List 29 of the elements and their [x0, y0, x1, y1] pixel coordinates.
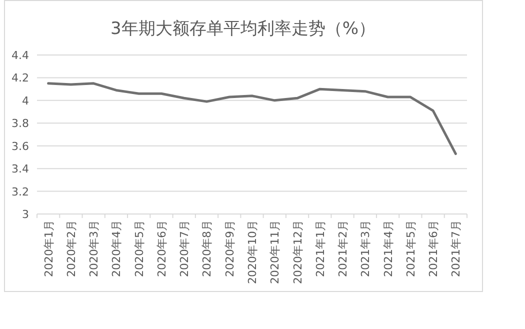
x-tick-label: 2020年1月	[42, 220, 56, 277]
x-tick-label: 2021年2月	[336, 220, 350, 277]
x-tick-label: 2021年7月	[450, 220, 463, 277]
x-tick-label: 2020年2月	[64, 220, 78, 277]
x-tick-label: 2021年1月	[314, 220, 327, 277]
y-tick-label: 3.8	[12, 117, 29, 130]
x-tick-label: 2021年6月	[427, 220, 440, 277]
x-tick-label: 2021年4月	[382, 220, 395, 277]
x-tick-label: 2020年8月	[200, 220, 214, 277]
y-tick-label: 4.4	[12, 49, 29, 62]
x-tick-label: 2020年5月	[132, 220, 146, 277]
x-tick-label: 2020年11月	[268, 220, 282, 284]
x-tick-label: 2020年9月	[223, 220, 236, 277]
x-tick-label: 2020年6月	[155, 220, 168, 277]
y-tick-label: 3.2	[12, 185, 29, 198]
y-tick-label: 3.4	[12, 162, 29, 176]
x-tick-label: 2020年4月	[110, 220, 124, 277]
chart-title: 3年期大额存单平均利率走势（%）	[110, 19, 376, 39]
x-tick-label: 2020年7月	[178, 220, 192, 277]
x-tick-label: 2020年10月	[246, 220, 259, 284]
x-tick-label: 2020年12月	[291, 220, 304, 284]
x-tick-label: 2021年5月	[404, 220, 418, 277]
y-tick-label: 3.6	[12, 140, 29, 153]
x-tick-label: 2020年3月	[88, 220, 101, 277]
line-series	[47, 82, 457, 156]
y-tick-label: 3	[22, 208, 29, 221]
x-tick-label: 2021年3月	[359, 220, 372, 277]
y-tick-label: 4	[22, 94, 29, 108]
y-tick-label: 4.2	[12, 72, 29, 85]
